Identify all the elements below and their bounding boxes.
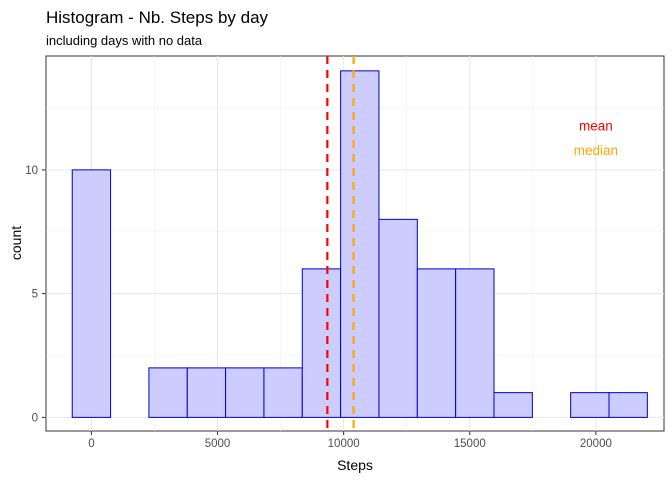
x-axis-ticks: 0 5000 10000 15000 20000 — [88, 431, 612, 450]
x-tick-label: 0 — [88, 438, 94, 450]
x-axis-label: Steps — [337, 457, 373, 473]
histogram-bar — [340, 70, 380, 418]
mean-annotation: mean — [579, 118, 613, 133]
histogram-bar — [416, 268, 457, 418]
x-tick-label: 5000 — [205, 438, 231, 450]
histogram-bar — [378, 218, 418, 418]
x-tick-label: 15000 — [454, 438, 486, 450]
histogram-bar — [148, 367, 188, 418]
histogram-bar — [71, 169, 112, 418]
chart-subtitle: including days with no data — [46, 33, 203, 48]
histogram-bar — [301, 268, 342, 418]
histogram-bar — [570, 392, 610, 418]
x-tick-label: 10000 — [328, 438, 360, 450]
y-axis-ticks: 0 5 10 — [25, 165, 46, 424]
y-tick-label: 0 — [32, 412, 38, 424]
histogram-bars — [71, 70, 648, 418]
annotations: mean median — [574, 118, 618, 158]
histogram-bar — [608, 392, 648, 418]
histogram-bar — [263, 367, 303, 418]
histogram-bar — [225, 367, 265, 418]
histogram-bar — [493, 392, 533, 418]
x-tick-label: 20000 — [580, 438, 612, 450]
reference-lines — [326, 56, 355, 431]
histogram-bar — [186, 367, 227, 418]
y-tick-label: 5 — [32, 289, 38, 301]
histogram-bar — [455, 268, 495, 418]
y-tick-label: 10 — [25, 165, 38, 177]
median-annotation: median — [574, 143, 618, 158]
chart-title: Histogram - Nb. Steps by day — [46, 8, 269, 27]
y-axis-label: count — [8, 226, 24, 260]
